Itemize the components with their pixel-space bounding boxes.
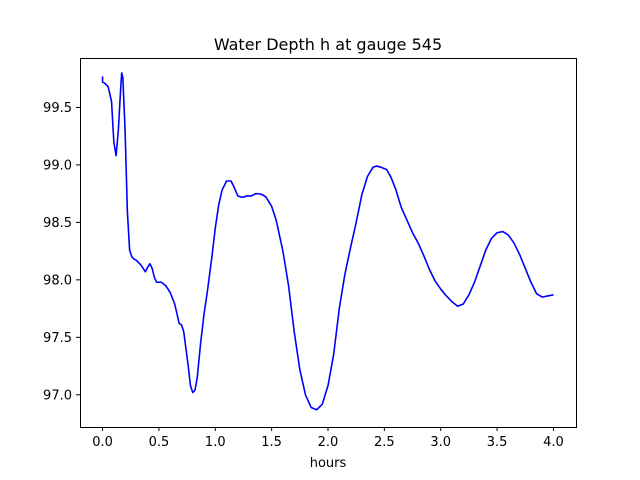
y-tick-label: 97.5: [43, 331, 72, 346]
plot-frame: [80, 58, 577, 428]
y-tick-label: 99.0: [43, 158, 72, 173]
plot-area: [101, 72, 554, 411]
x-tick-label: 2.5: [374, 435, 395, 450]
series-line-0: [101, 72, 554, 411]
y-axis: 97.0 97.5 98.0 98.5 99.0 99.5: [43, 101, 80, 403]
x-tick-label: 3.5: [487, 435, 508, 450]
y-tick-label: 98.0: [43, 273, 72, 288]
x-tick-label: 4.0: [543, 435, 564, 450]
y-tick-label: 98.5: [43, 216, 72, 231]
x-tick-label: 2.0: [318, 435, 339, 450]
y-tick-label: 99.5: [43, 101, 72, 116]
x-tick-label: 3.0: [430, 435, 451, 450]
x-tick-label: 1.0: [205, 435, 226, 450]
x-tick-label: 0.5: [149, 435, 170, 450]
x-tick-label: 0.0: [92, 435, 113, 450]
x-axis-label: hours: [310, 456, 347, 471]
y-tick-label: 97.0: [43, 388, 72, 403]
x-axis: 0.0 0.5 1.0 1.5 2.0 2.5 3.0 3.5 4.0: [92, 427, 564, 450]
x-tick-label: 1.5: [261, 435, 282, 450]
chart-title: Water Depth h at gauge 545: [214, 35, 442, 54]
